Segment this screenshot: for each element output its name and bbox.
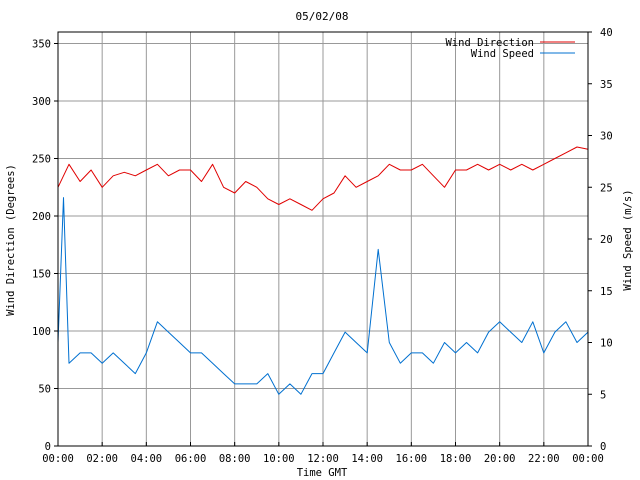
y-left-tick-label: 50 bbox=[38, 384, 51, 396]
y-right-tick-label: 10 bbox=[600, 338, 613, 350]
y-right-tick-label: 5 bbox=[600, 389, 606, 401]
x-tick-label: 22:00 bbox=[528, 453, 560, 465]
x-tick-label: 00:00 bbox=[572, 453, 604, 465]
y-left-tick-label: 200 bbox=[32, 211, 51, 223]
x-tick-label: 08:00 bbox=[219, 453, 251, 465]
x-tick-label: 18:00 bbox=[440, 453, 472, 465]
y-left-tick-label: 100 bbox=[32, 326, 51, 338]
y-right-tick-label: 25 bbox=[600, 182, 613, 194]
y-left-tick-label: 300 bbox=[32, 96, 51, 108]
ticks-layer: 00:00 02:00 04:00 06:00 08:00 10:00 12:00 14:00… bbox=[32, 27, 613, 465]
x-tick-label: 04:00 bbox=[131, 453, 163, 465]
y-left-tick-label: 350 bbox=[32, 39, 51, 51]
x-tick-label: 00:00 bbox=[42, 453, 74, 465]
legend: Wind Direction Wind Speed bbox=[445, 37, 575, 60]
y-right-tick-label: 40 bbox=[600, 27, 613, 39]
y-right-tick-label: 20 bbox=[600, 234, 613, 246]
y-axis-right-label: Wind Speed (m/s) bbox=[622, 189, 634, 290]
x-tick-label: 16:00 bbox=[396, 453, 428, 465]
legend-label-wind-direction: Wind Direction bbox=[445, 37, 534, 49]
y-right-tick-label: 30 bbox=[600, 131, 613, 143]
y-right-tick-label: 35 bbox=[600, 79, 613, 91]
x-tick-label: 06:00 bbox=[175, 453, 207, 465]
y-left-tick-label: 250 bbox=[32, 154, 51, 166]
y-axis-left-label: Wind Direction (Degrees) bbox=[5, 164, 17, 316]
series-line-wind-speed bbox=[57, 197, 589, 395]
grid bbox=[58, 32, 588, 446]
x-axis-label: Time GMT bbox=[297, 467, 348, 479]
x-tick-label: 10:00 bbox=[263, 453, 295, 465]
y-right-tick-label: 15 bbox=[600, 286, 613, 298]
y-left-tick-label: 0 bbox=[45, 441, 51, 453]
x-tick-label: 12:00 bbox=[307, 453, 339, 465]
legend-label-wind-speed: Wind Speed bbox=[471, 48, 534, 60]
x-tick-label: 02:00 bbox=[86, 453, 118, 465]
x-tick-label: 20:00 bbox=[484, 453, 516, 465]
chart-title: 05/02/08 bbox=[296, 10, 349, 23]
y-right-tick-label: 0 bbox=[600, 441, 606, 453]
series-line-wind-direction bbox=[57, 146, 589, 211]
y-left-tick-label: 150 bbox=[32, 269, 51, 281]
series-layer bbox=[57, 146, 589, 395]
x-tick-label: 14:00 bbox=[351, 453, 383, 465]
